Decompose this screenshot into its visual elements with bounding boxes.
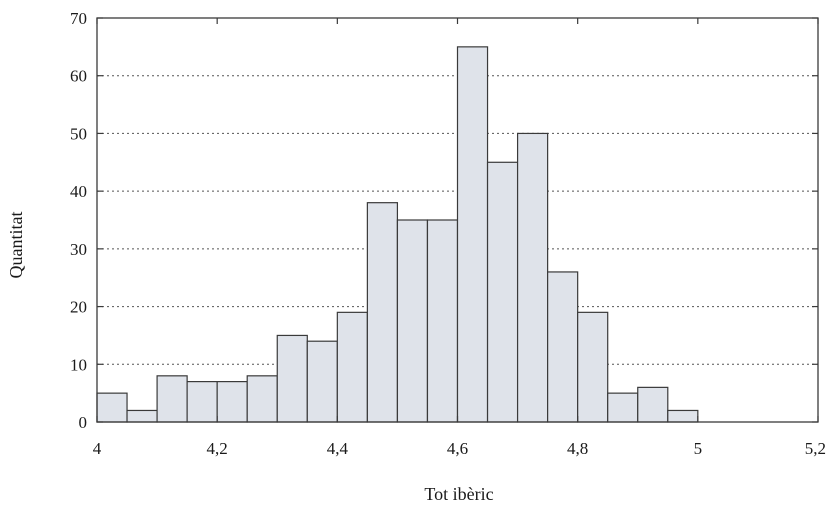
histogram-bar-10	[396, 219, 429, 423]
y-axis-title: Quantitat	[6, 212, 26, 279]
y-tick-label-0: 0	[79, 413, 88, 432]
x-axis-title: Tot ibèric	[424, 484, 493, 504]
histogram-bar-7	[306, 340, 338, 423]
ticks-layer: 0 10 20 30 40 50 60 70 4 4,2 4,4 4,6 4,8 5 5,2	[70, 9, 826, 458]
x-tick-label-5: 5	[694, 439, 703, 458]
y-tick-label-20: 20	[70, 298, 87, 317]
histogram-bar-8	[336, 311, 368, 423]
x-tick-label-4: 4,8	[567, 439, 588, 458]
histogram-bar-18	[637, 386, 669, 423]
histogram-bar-15	[547, 271, 579, 423]
y-tick-label-70: 70	[70, 9, 87, 28]
histogram-bar-5	[246, 375, 278, 423]
histogram-bar-14	[516, 132, 549, 423]
histogram-bar-3	[186, 381, 218, 423]
histogram-bar-2	[156, 375, 188, 423]
histogram-bar-16	[577, 311, 609, 423]
histogram-bar-4	[216, 381, 248, 423]
histogram-bar-17	[607, 392, 639, 423]
x-tick-label-3: 4,6	[447, 439, 468, 458]
x-tick-label-6: 5,2	[805, 439, 826, 458]
y-tick-label-60: 60	[70, 67, 87, 86]
histogram-bar-12	[456, 46, 489, 423]
y-tick-label-40: 40	[70, 182, 87, 201]
histogram-bar-0	[96, 392, 128, 423]
x-tick-label-1: 4,2	[207, 439, 228, 458]
y-tick-label-50: 50	[70, 124, 87, 143]
histogram-bar-1	[126, 409, 158, 423]
histogram-bar-11	[426, 219, 459, 423]
histogram-bar-13	[486, 161, 519, 423]
x-tick-label-0: 4	[93, 439, 102, 458]
histogram-bar-6	[276, 334, 308, 423]
bars-layer	[96, 46, 699, 423]
y-tick-label-10: 10	[70, 355, 87, 374]
y-tick-label-30: 30	[70, 240, 87, 259]
histogram-bar-9	[366, 202, 399, 423]
x-tick-label-2: 4,4	[327, 439, 349, 458]
histogram-bar-19	[667, 409, 699, 423]
